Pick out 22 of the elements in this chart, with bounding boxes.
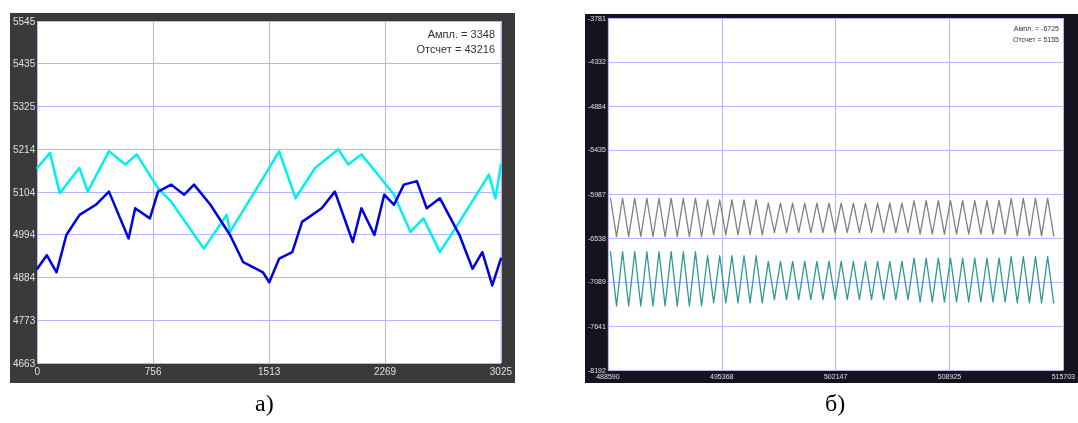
y-tick-label: 4994 <box>13 229 36 241</box>
x-tick-label: 3025 <box>489 365 513 377</box>
line-series <box>609 251 1055 307</box>
y-tick-label: 4773 <box>13 314 36 326</box>
line-series <box>36 179 503 287</box>
x-tick-label: 2269 <box>373 365 397 377</box>
x-tick-label: 1513 <box>258 365 281 377</box>
annotation: Ампл. = 3348 <box>427 27 496 40</box>
y-tick-label: 5545 <box>13 15 36 27</box>
y-tick-label: 5104 <box>13 186 36 198</box>
y-tick-label: 4884 <box>13 271 36 283</box>
line-series <box>609 197 1055 238</box>
annotation: Отсчет = 43216 <box>416 42 496 55</box>
y-tick-label: 5435 <box>13 58 36 70</box>
y-tick-label: 4663 <box>13 357 36 369</box>
text: б) <box>825 390 846 417</box>
x-tick-label: 0 <box>34 365 41 377</box>
text: а) <box>255 390 274 417</box>
line-series <box>36 148 503 254</box>
y-tick-label: 5214 <box>13 143 36 155</box>
x-tick-label: 756 <box>144 365 162 377</box>
y-tick-label: 5325 <box>13 100 36 112</box>
